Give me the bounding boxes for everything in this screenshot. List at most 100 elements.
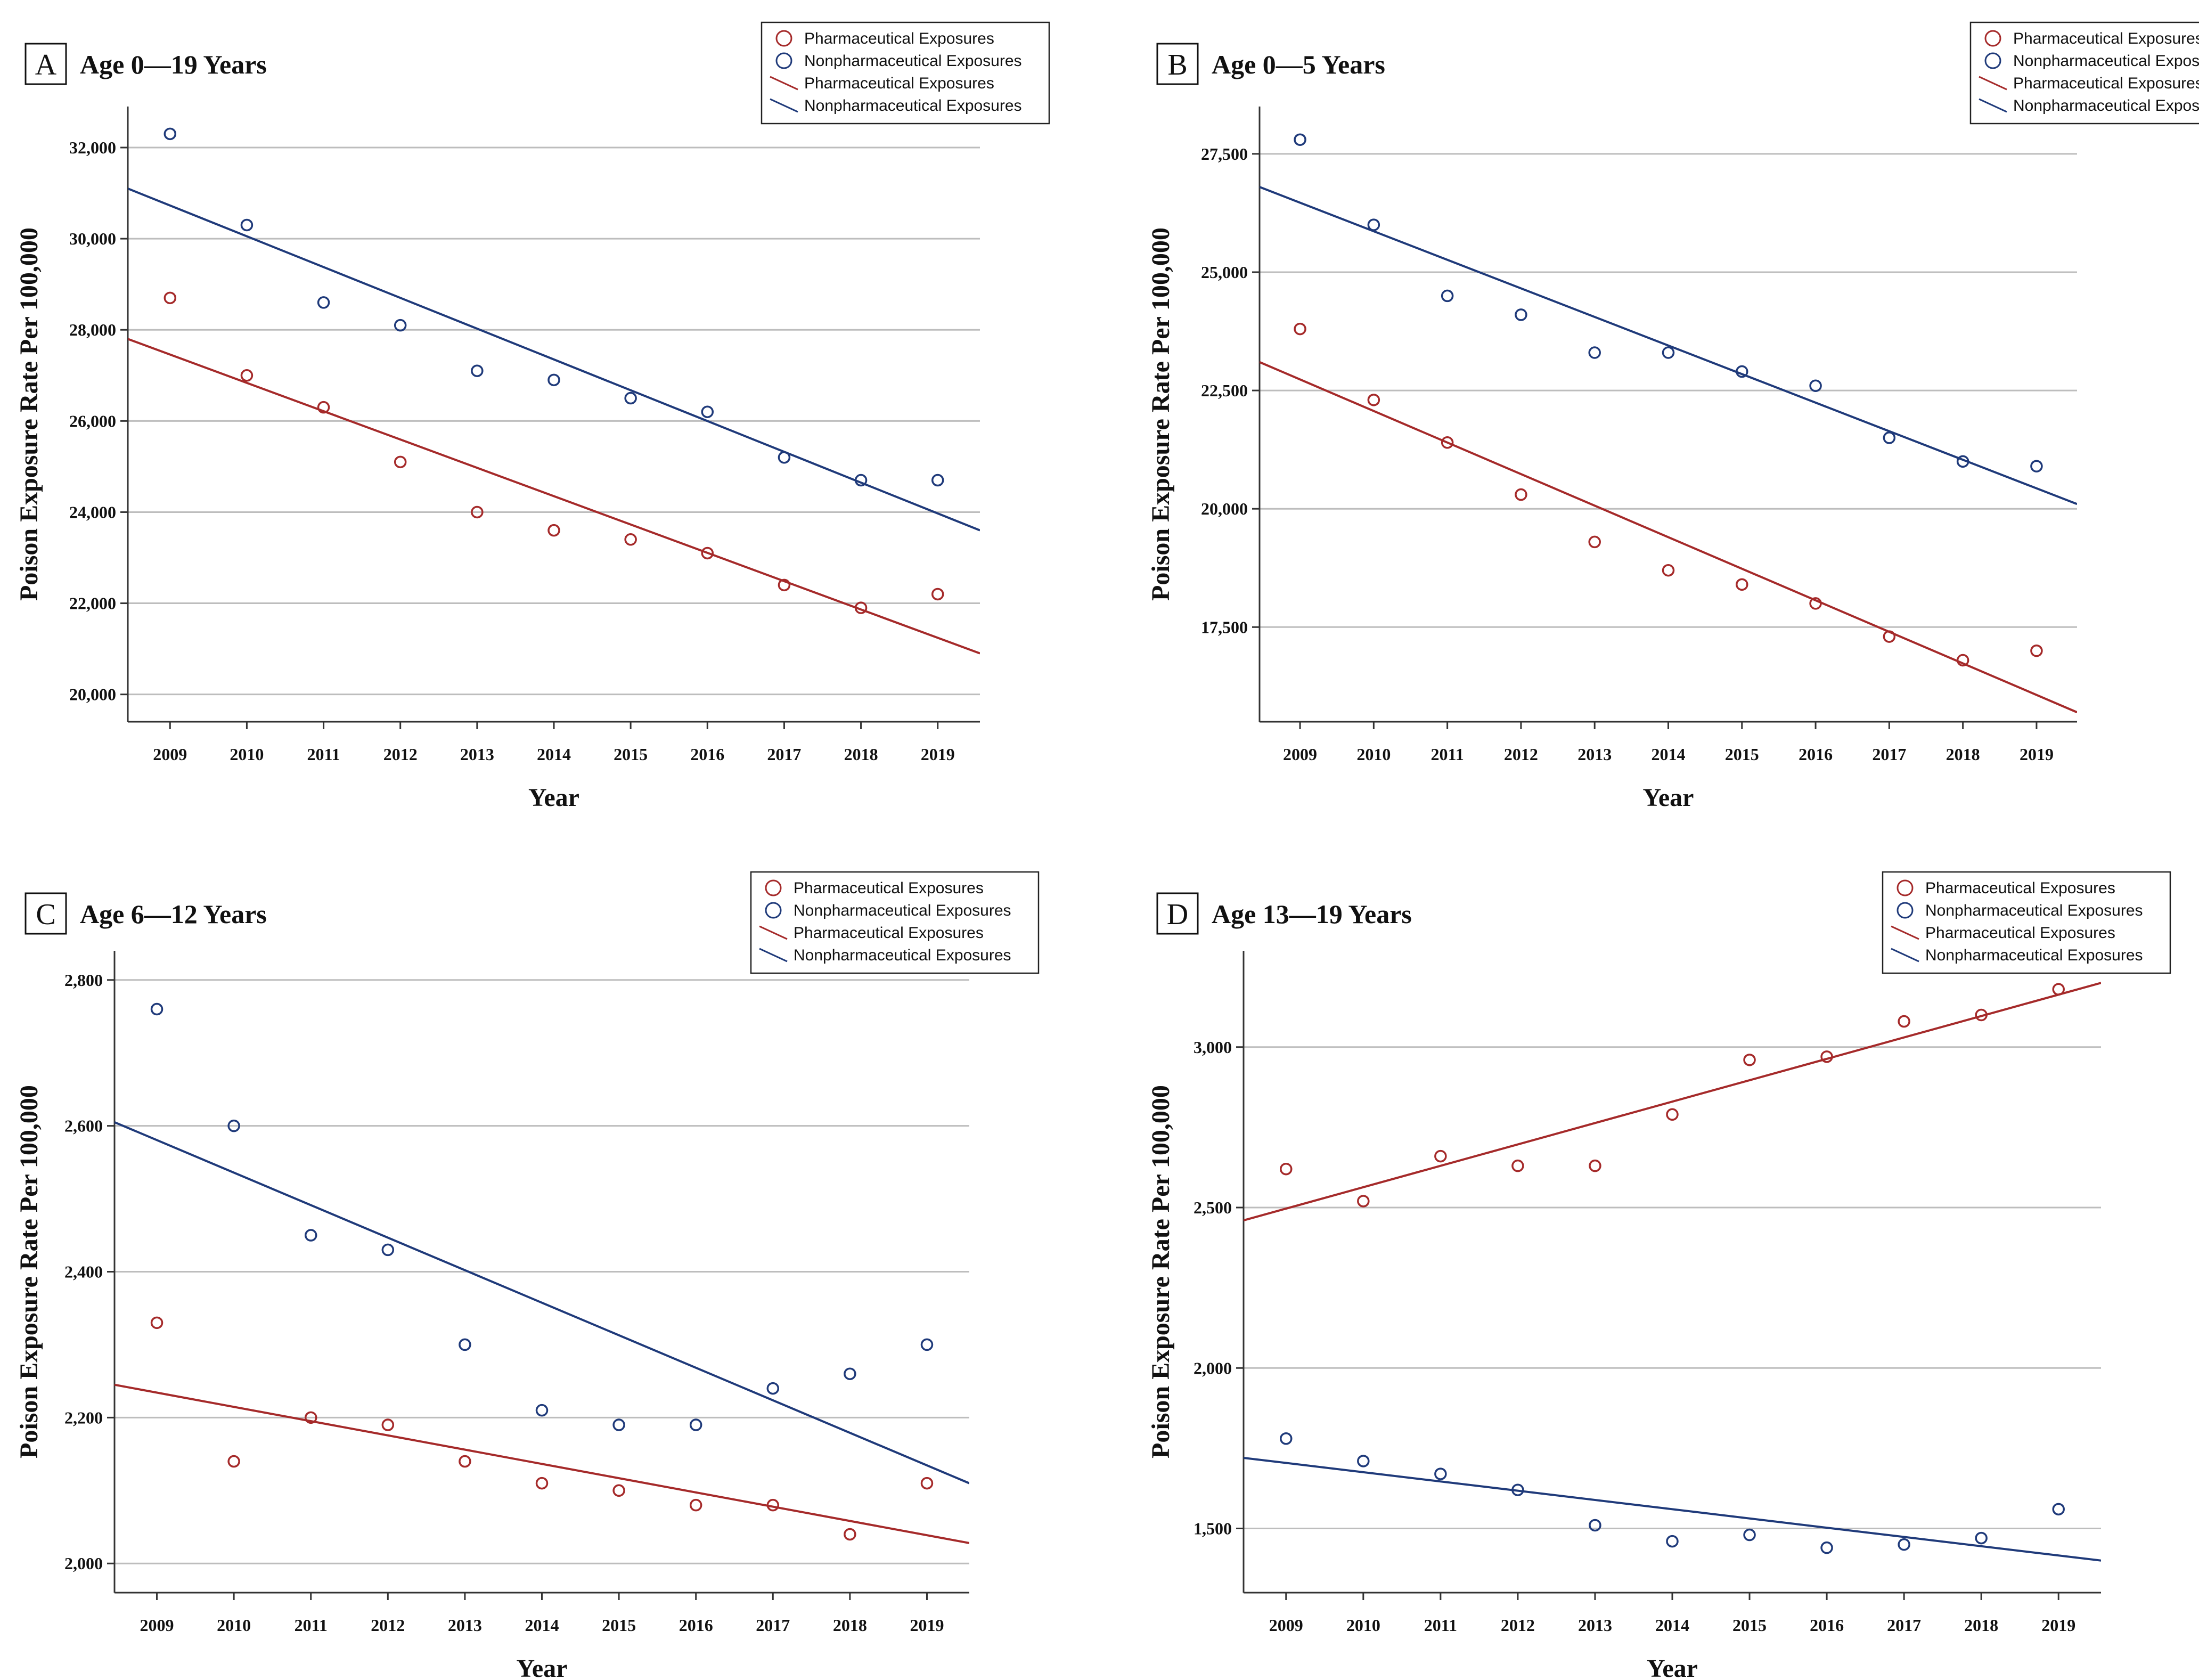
x-tick-label: 2014 [525,1616,559,1635]
y-axis-title: Poison Exposure Rate Per 100,000 [1147,227,1175,601]
pharma-point [854,601,868,614]
nonpharma-point [931,474,944,487]
nonpharma-point [844,1367,856,1380]
x-tick-label: 2011 [1431,745,1464,764]
nonpharma-point [150,1002,164,1016]
nonpharma-point [304,1229,317,1242]
pharma-point [1367,394,1380,406]
panel-letter: D [1167,898,1188,931]
nonpharma-point [2030,460,2043,472]
legend-box [1969,21,2199,125]
x-tick-label: 2009 [1269,1616,1303,1635]
legend-marker-line [1891,925,1919,940]
x-tick-label: 2018 [833,1616,867,1635]
nonpharma-point [1975,1531,1988,1545]
panel-title: Age 0—5 Years [1212,50,1385,79]
legend-marker-line [1979,76,2007,91]
legend-entry: Pharmaceutical Exposures [1925,924,2115,942]
legend-entry: Pharmaceutical Exposures [794,924,984,942]
nonpharma-point [1434,1467,1447,1480]
nonpharma-fit-line [128,187,980,532]
panel-title: Age 13—19 Years [1212,899,1412,929]
x-tick-label: 2009 [140,1616,174,1635]
pharma-point [689,1498,702,1512]
pharma-point [1736,578,1748,591]
x-tick-label: 2010 [217,1616,251,1635]
pharma-point [612,1484,625,1497]
x-tick-label: 2017 [756,1616,790,1635]
y-tick-label: 32,000 [69,138,116,157]
x-tick-label: 2009 [153,745,187,764]
legend-marker-circle [775,30,792,47]
x-tick-label: 2011 [1424,1616,1457,1635]
x-axis-title: Year [528,784,579,812]
x-tick-label: 2015 [1732,1616,1767,1635]
x-tick-label: 2012 [371,1616,405,1635]
pharma-point [317,401,330,414]
legend-entry: Nonpharmaceutical Exposures [2013,97,2199,115]
nonpharma-point [1666,1535,1679,1548]
x-tick-label: 2013 [460,745,494,764]
panel-letter: A [35,48,57,81]
pharma-fit-line [1260,361,2077,714]
legend-entry: Nonpharmaceutical Exposures [2013,52,2199,70]
chart-panel-d: 1,500 2,000 2,500 3,000 2009 2010 2011 2012 2013… [1147,871,2171,1680]
nonpharma-point [1280,1432,1293,1445]
x-tick-label: 2017 [767,745,801,764]
legend-box [1882,871,2171,974]
y-tick-label: 2,000 [64,1554,103,1573]
nonpharma-point [612,1418,625,1431]
y-tick-label: 17,500 [1201,617,1248,637]
x-tick-label: 2013 [1578,1616,1612,1635]
legend-entry: Pharmaceutical Exposures [2013,75,2199,92]
x-tick-label: 2015 [614,745,648,764]
legend-marker-circle [775,52,792,69]
pharma-point [624,533,637,546]
pharma-point [459,1455,471,1468]
nonpharma-point [535,1404,549,1417]
nonpharma-point [1588,346,1601,359]
nonpharma-point [1662,346,1675,359]
pharma-point [1434,1149,1447,1163]
x-tick-label: 2014 [537,745,571,764]
nonpharma-point [778,451,791,464]
pharma-point [1280,1162,1293,1176]
x-tick-label: 2016 [1810,1616,1844,1635]
legend-marker-line [770,76,798,91]
y-tick-label: 25,000 [1201,263,1248,282]
nonpharma-point [701,405,714,418]
pharma-point [394,455,407,469]
x-tick-label: 2012 [1504,745,1538,764]
x-tick-label: 2019 [921,745,955,764]
legend-marker-circle [765,902,782,919]
legend-marker-line [759,925,788,940]
panel-letter-box [1156,43,1199,85]
x-tick-label: 2010 [1356,745,1391,764]
nonpharma-point [1441,289,1454,303]
pharma-point [1294,322,1306,336]
x-tick-label: 2015 [602,1616,636,1635]
pharma-point [766,1498,780,1512]
legend-marker-line [1979,98,2007,113]
nonpharma-fit-line [1244,1456,2101,1562]
legend-entry: Pharmaceutical Exposures [804,30,994,47]
nonpharma-point [766,1382,780,1395]
legend-marker-line [770,98,798,113]
nonpharma-point [1883,431,1896,444]
pharma-point [1743,1054,1756,1066]
legend-box [750,871,1040,974]
pharma-point [1441,436,1454,449]
pharma-point [1589,1159,1601,1172]
x-axis-title: Year [517,1654,568,1680]
nonpharma-point [547,373,560,387]
x-tick-label: 2018 [844,745,878,764]
nonpharma-point [1736,365,1748,378]
legend-entry: Pharmaceutical Exposures [794,879,984,897]
x-axis-title: Year [1643,784,1694,812]
panel-title: Age 0—19 Years [80,50,267,79]
nonpharma-point [164,127,177,141]
x-tick-label: 2016 [679,1616,713,1635]
nonpharma-fit-line [1260,186,2077,505]
x-tick-label: 2014 [1655,1616,1689,1635]
pharma-point [701,547,714,560]
